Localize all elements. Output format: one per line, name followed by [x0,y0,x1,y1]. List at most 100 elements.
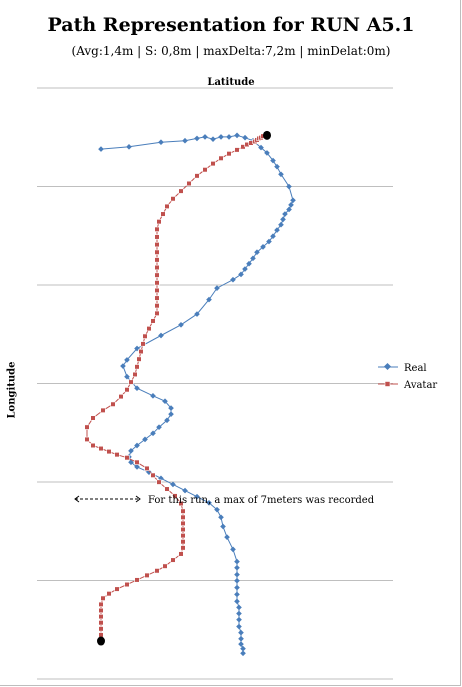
data-point-real [234,571,240,578]
data-point-avatar [170,196,176,202]
data-point-real [128,459,134,466]
data-point-avatar [90,442,96,449]
data-point-real [266,238,272,245]
data-point-real [282,211,288,217]
series-line-real [100,134,294,654]
data-point-avatar [164,486,170,492]
data-point-avatar [154,295,160,301]
data-point-avatar [100,595,106,601]
data-point-real [182,487,188,494]
data-point-real [234,591,240,598]
data-point-real [234,577,240,584]
data-point-avatar [164,203,170,210]
end-point-marker [263,130,271,140]
data-point-real [238,271,244,278]
annotation-arrowhead [74,495,80,503]
data-point-real [182,137,188,144]
start-point-marker [97,636,105,646]
data-point-avatar [106,449,112,455]
data-point-real [194,135,200,142]
data-point-avatar [98,632,104,638]
data-point-avatar [134,459,140,465]
data-point-real [246,260,252,267]
data-point-real [134,464,140,470]
series-avatar [84,130,271,646]
data-point-real [286,206,292,213]
data-point-avatar [154,287,160,294]
data-point-avatar [134,577,140,583]
data-point-real [250,255,256,262]
data-point-avatar [90,415,96,421]
data-point-real [218,134,224,140]
data-point-avatar [154,303,160,309]
data-point-avatar [154,257,160,263]
data-point-real [178,321,184,328]
data-point-real [234,132,240,139]
x-axis-label: Latitude [207,77,255,88]
data-point-avatar [124,455,130,461]
data-point-avatar [160,211,166,217]
data-point-avatar [98,601,104,607]
data-point-avatar [218,155,224,161]
data-point-real [98,146,104,152]
data-point-avatar [118,394,124,400]
data-point-real [162,398,168,405]
data-point-real [156,424,162,430]
data-point-avatar [124,387,130,393]
data-point-avatar [154,249,160,255]
data-point-real [220,523,226,530]
legend-avatar-marker [384,381,391,387]
data-point-real [126,143,132,150]
data-point-avatar [98,620,104,626]
data-point-real [234,584,240,591]
annotation-text: For this run, a max of 7meters was recor… [148,495,375,506]
data-point-real [158,139,164,146]
data-point-avatar [154,264,160,271]
data-point-real [214,285,220,291]
data-point-avatar [180,508,186,514]
data-point-real [202,134,208,140]
data-point-real [240,650,246,657]
data-point-real [242,266,248,272]
data-point-avatar [154,241,160,248]
data-point-avatar [234,147,240,153]
data-point-real [230,546,236,553]
data-point-real [236,604,242,611]
data-point-real [274,227,280,233]
data-point-real [280,216,286,223]
data-point-real [134,442,140,449]
data-point-avatar [154,280,160,286]
data-point-avatar [186,180,192,187]
data-point-real [230,276,236,283]
data-point-real [242,134,248,141]
series-line-avatar [86,134,268,641]
data-point-avatar [180,539,186,545]
data-point-real [236,623,242,630]
data-point-avatar [106,591,112,597]
data-point-avatar [150,318,156,324]
data-point-real [270,233,276,240]
data-point-avatar [170,557,176,563]
annotation-arrowhead [135,495,141,503]
data-point-real [238,629,244,636]
data-point-real [150,392,156,399]
data-point-real [234,558,240,565]
data-point-real [226,134,232,140]
gridlines [37,87,393,680]
legend: Real Avatar [378,362,437,391]
data-point-avatar [202,167,208,173]
data-point-real [194,493,200,500]
data-point-avatar [98,607,104,614]
data-point-avatar [140,341,146,347]
data-point-real [124,357,130,363]
data-point-avatar [138,348,144,355]
data-point-real [234,598,240,605]
data-point-avatar [144,572,150,578]
data-point-avatar [180,545,186,551]
data-point-real [286,183,292,190]
data-point-real [168,411,174,418]
data-point-avatar [156,219,162,225]
data-point-avatar [84,424,90,430]
